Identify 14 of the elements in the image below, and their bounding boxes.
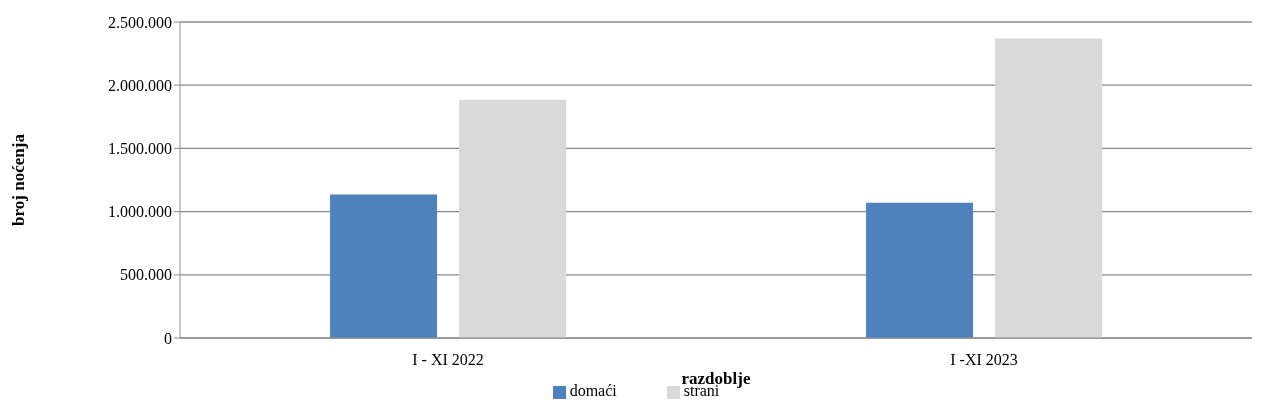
- y-tick-label: 500.000: [120, 266, 172, 284]
- y-tick-label: 2.500.000: [108, 13, 172, 31]
- y-tick-label: 1.000.000: [108, 203, 172, 221]
- bar: [459, 99, 567, 338]
- y-tick-label: 2.000.000: [108, 76, 172, 94]
- bar: [330, 194, 438, 338]
- x-tick-label: I -XI 2023: [950, 351, 1018, 369]
- y-tick-label: 1.500.000: [108, 140, 172, 158]
- x-tick-label: I - XI 2022: [412, 351, 484, 369]
- bar: [995, 38, 1103, 338]
- y-axis-title: broj noćenja: [9, 133, 29, 226]
- legend-label: domaći: [569, 382, 617, 399]
- bar: [866, 202, 974, 338]
- y-tick-label: 0: [164, 329, 172, 347]
